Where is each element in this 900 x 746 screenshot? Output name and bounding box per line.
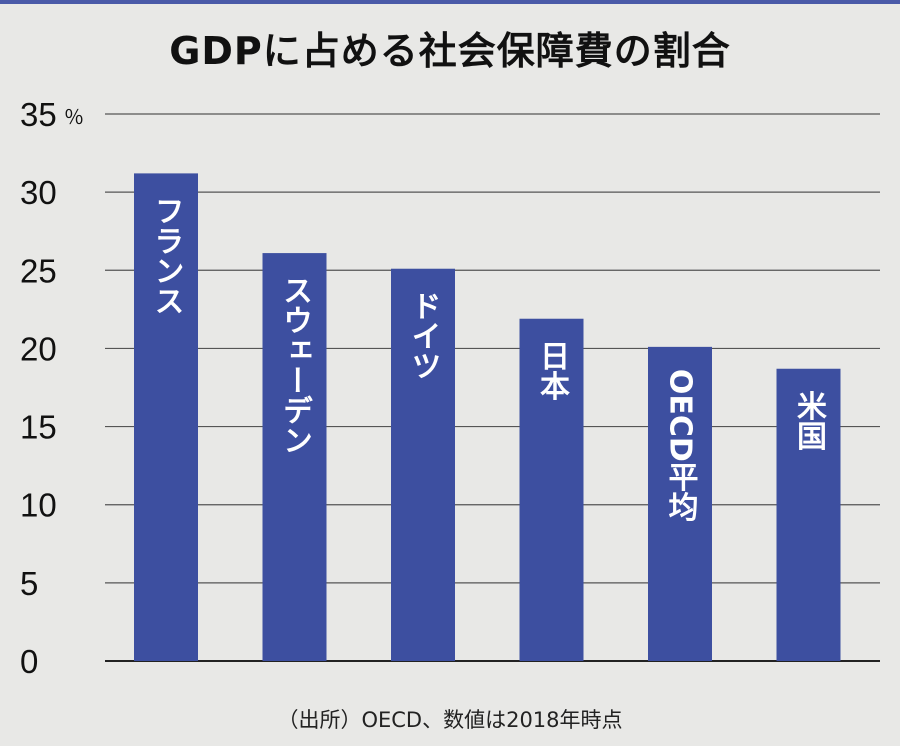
y-unit-label: ％: [64, 105, 84, 129]
bar: [262, 253, 327, 661]
source-note: （出所）OECD、数値は2018年時点: [277, 708, 623, 732]
y-tick-label: 35: [20, 96, 57, 133]
bar: [648, 346, 712, 661]
bar-chart: 0 5 10 15 20 25 30 35 ％ フランススウェーデン ドイツ日本 OECD平均 米国: [20, 96, 880, 680]
bar-label: フランス: [149, 195, 184, 315]
y-tick-label: 10: [20, 487, 57, 524]
bar-label: OECD平均: [663, 369, 699, 522]
bar: [134, 173, 198, 662]
y-tick-label: 0: [20, 643, 38, 680]
bar-label: 日本: [534, 341, 570, 401]
bar: [519, 318, 584, 661]
bar-label: 米国: [791, 391, 827, 451]
y-tick-label: 5: [20, 565, 38, 602]
y-tick-label: 15: [20, 409, 57, 446]
bar-label: ドイツ: [406, 291, 441, 381]
bar: [776, 368, 841, 661]
y-tick-label: 25: [20, 252, 57, 289]
y-tick-label: 30: [20, 174, 57, 211]
bar-label: スウェーデン: [277, 275, 312, 455]
chart-title: GDPに占める社会保障費の割合: [169, 29, 731, 73]
bar: [391, 268, 455, 661]
y-tick-label: 20: [20, 330, 57, 367]
